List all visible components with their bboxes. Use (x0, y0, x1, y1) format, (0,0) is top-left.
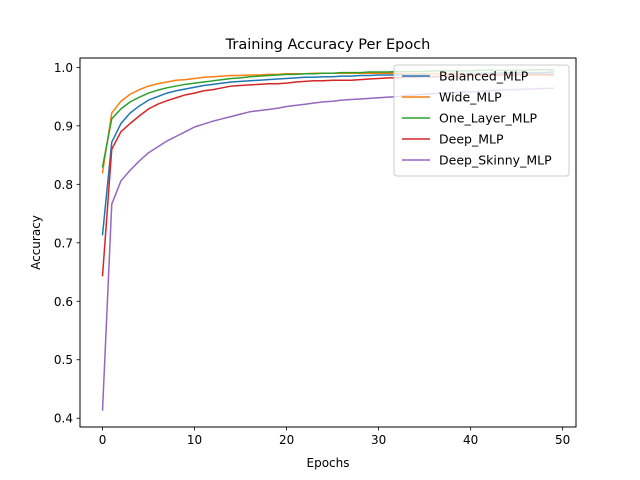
x-tick-label: 40 (463, 433, 478, 447)
x-tick-label: 0 (99, 433, 107, 447)
y-axis-label: Accuracy (29, 215, 43, 270)
legend-label-4: Deep_Skinny_MLP (439, 153, 552, 168)
y-tick-label: 0.6 (54, 295, 73, 309)
y-tick-label: 0.8 (54, 178, 73, 192)
y-tick-label: 0.9 (54, 119, 73, 133)
y-tick-label: 0.4 (54, 412, 73, 426)
y-tick-label: 0.7 (54, 236, 73, 250)
y-axis: 0.4 0.5 0.6 0.7 0.8 0.9 1.0 (54, 61, 80, 426)
x-tick-label: 50 (555, 433, 570, 447)
x-tick-label: 10 (187, 433, 202, 447)
chart-title: Training Accuracy Per Epoch (225, 37, 431, 53)
y-tick-label: 1.0 (54, 61, 73, 75)
legend-label-2: One_Layer_MLP (439, 111, 538, 126)
x-axis-label: Epochs (307, 456, 350, 470)
x-tick-label: 30 (371, 433, 386, 447)
legend-box (393, 64, 570, 177)
legend-label-3: Deep_MLP (439, 132, 504, 147)
legend-label-0: Balanced_MLP (439, 69, 529, 84)
x-axis: 0 10 20 30 40 50 (99, 427, 570, 447)
legend: Balanced_MLP Wide_MLP One_Layer_MLP Deep_ML… (393, 64, 570, 177)
x-tick-label: 20 (279, 433, 294, 447)
legend-label-1: Wide_MLP (439, 90, 502, 105)
y-tick-label: 0.5 (54, 353, 73, 367)
